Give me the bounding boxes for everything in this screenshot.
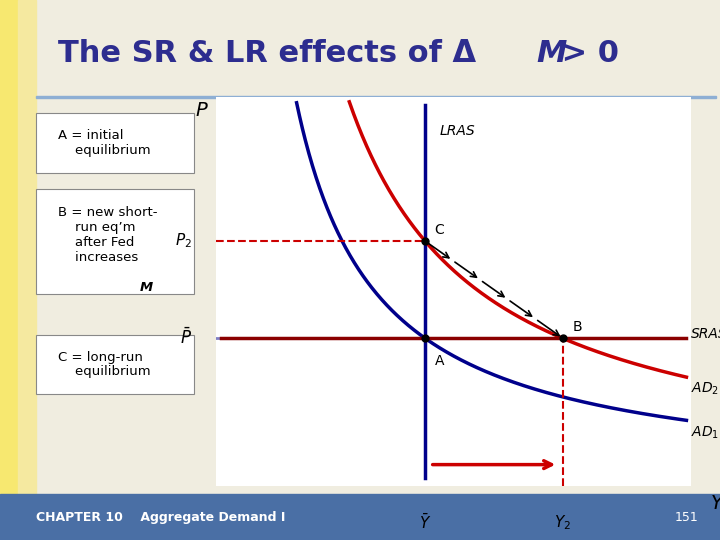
Text: CHAPTER 10    Aggregate Demand I: CHAPTER 10 Aggregate Demand I — [36, 511, 285, 524]
Text: A = initial
    equilibrium: A = initial equilibrium — [58, 129, 150, 157]
Bar — [36, 113, 194, 173]
Text: SRAS: SRAS — [691, 327, 720, 341]
Bar — [18, 0, 36, 494]
Text: M: M — [140, 281, 153, 294]
Text: C = long-run
    equilibrium: C = long-run equilibrium — [58, 350, 150, 379]
Text: $\bar{P}$: $\bar{P}$ — [180, 328, 192, 348]
Text: $AD_1$: $AD_1$ — [691, 424, 719, 441]
Text: $P$: $P$ — [195, 101, 209, 120]
Text: LRAS: LRAS — [439, 124, 475, 138]
Text: 151: 151 — [675, 511, 698, 524]
Bar — [36, 189, 194, 294]
Text: $P_2$: $P_2$ — [176, 232, 192, 251]
Text: The SR & LR effects of Δ: The SR & LR effects of Δ — [58, 39, 476, 69]
Text: > 0: > 0 — [551, 39, 618, 69]
Text: $Y$: $Y$ — [710, 494, 720, 513]
Text: $\bar{Y}$: $\bar{Y}$ — [419, 513, 431, 532]
Bar — [0, 494, 720, 540]
Text: A: A — [435, 354, 444, 368]
Bar — [36, 335, 194, 394]
Text: $Y_2$: $Y_2$ — [554, 513, 572, 532]
Text: $AD_2$: $AD_2$ — [691, 381, 719, 397]
Bar — [36, 96, 716, 98]
Bar — [0, 0, 18, 494]
Text: B = new short-
    run eq’m
    after Fed
    increases: B = new short- run eq’m after Fed increa… — [58, 206, 157, 264]
Text: C: C — [435, 223, 444, 237]
Text: M: M — [536, 39, 567, 69]
Text: B: B — [572, 320, 582, 334]
